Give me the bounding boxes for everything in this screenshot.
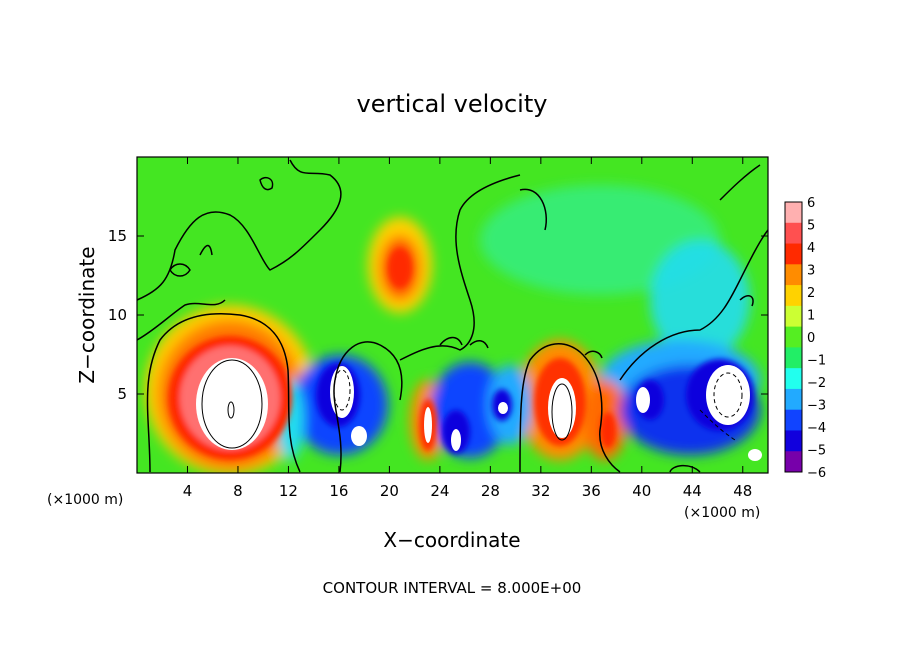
colorbar-swatch — [785, 451, 802, 473]
colorbar-label: 0 — [807, 331, 815, 346]
colorbar-swatch — [785, 347, 802, 369]
colorbar-swatch — [785, 243, 802, 265]
x-tick-label: 20 — [380, 482, 399, 500]
colorbar-label: −6 — [807, 466, 826, 481]
y-tick-label: 10 — [108, 306, 127, 324]
contour-interval-note: CONTOUR INTERVAL = 8.000E+00 — [323, 579, 582, 597]
colorbar-label: −5 — [807, 444, 826, 459]
colorbar-label: −3 — [807, 399, 826, 414]
x-unit-right: (×1000 m) — [684, 505, 760, 521]
x-axis: 4 8 12 16 20 24 28 32 36 40 44 48 — [183, 157, 752, 500]
colorbar-label: 3 — [807, 264, 815, 279]
x-tick-label: 16 — [329, 482, 348, 500]
colorbar-frame — [784, 201, 803, 473]
colorbar-swatch — [785, 368, 802, 390]
colorbar-label: 1 — [807, 309, 815, 324]
chart-title: vertical velocity — [357, 90, 548, 118]
x-tick-label: 24 — [430, 482, 449, 500]
x-tick-label: 36 — [582, 482, 601, 500]
colorbar-swatch — [785, 202, 802, 224]
x-tick-label: 12 — [279, 482, 298, 500]
colorbar-swatch — [785, 264, 802, 286]
colorbar-label: −2 — [807, 376, 826, 391]
colorbar-label: 2 — [807, 286, 815, 301]
colorbar-swatch — [785, 388, 802, 411]
x-tick-label: 32 — [531, 482, 550, 500]
colorbar-swatch — [785, 305, 802, 328]
colorbar-label: 4 — [807, 241, 815, 256]
y-axis-label: Z−coordinate — [75, 246, 99, 383]
colorbar-swatch — [785, 409, 802, 431]
colorbar-swatch — [785, 222, 802, 245]
x-tick-label: 28 — [481, 482, 500, 500]
x-tick-label: 8 — [233, 482, 243, 500]
colorbar-swatch — [785, 430, 802, 452]
colorbar: 6 5 4 3 2 1 0 −1 −2 −3 −4 −5 −6 — [784, 196, 826, 481]
y-axis: 5 10 15 — [108, 227, 768, 403]
x-tick-label: 48 — [733, 482, 752, 500]
colorbar-label: 5 — [807, 219, 815, 234]
colorbar-label: 6 — [807, 196, 815, 211]
colorbar-label: −4 — [807, 421, 826, 436]
x-tick-label: 44 — [683, 482, 702, 500]
x-tick-label: 4 — [183, 482, 193, 500]
colorbar-swatch — [785, 285, 802, 307]
x-unit-left: (×1000 m) — [47, 492, 123, 508]
colorbar-swatch — [785, 326, 802, 348]
x-tick-label: 40 — [632, 482, 651, 500]
y-tick-label: 5 — [117, 385, 127, 403]
y-tick-label: 15 — [108, 227, 127, 245]
x-axis-label: X−coordinate — [383, 528, 520, 552]
heatmap-field — [137, 157, 768, 473]
colorbar-label: −1 — [807, 354, 826, 369]
